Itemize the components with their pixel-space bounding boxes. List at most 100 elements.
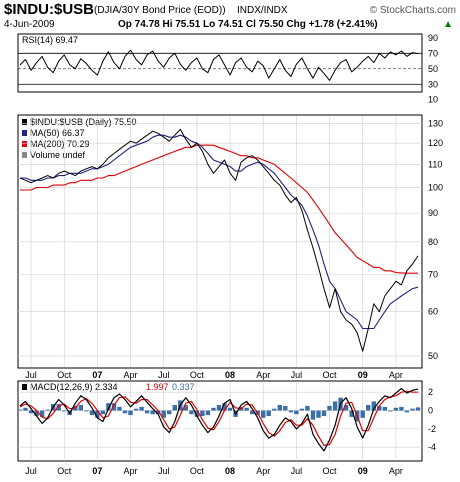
macd-x-tick-3: Apr xyxy=(124,466,138,476)
macd-histogram-bar xyxy=(410,408,415,411)
rsi-y-tick-4: 10 xyxy=(428,95,438,105)
macd-histogram-bar xyxy=(23,407,28,411)
stockcharts-credit: © StockCharts.com xyxy=(370,5,456,16)
exchange-label: INDX/INDX xyxy=(237,5,288,16)
price-y-tick-0: 130 xyxy=(428,119,443,129)
ma200-legend-label: MA(200) 70.29 xyxy=(30,139,90,149)
macd-histogram-bar xyxy=(288,410,294,413)
macd-x-tick-1: Oct xyxy=(57,466,72,476)
macd-frame xyxy=(17,380,423,462)
macd-histogram-bar xyxy=(122,410,128,414)
macd-histogram-bar xyxy=(360,410,365,418)
macd-x-tick-11: Apr xyxy=(389,466,403,476)
price-y-tick-6: 70 xyxy=(428,269,438,279)
macd-histogram-bar xyxy=(62,410,67,412)
price-line xyxy=(19,128,419,352)
price-x-tick-1: Oct xyxy=(57,370,72,380)
rsi-legend: RSI(14) 69.47 xyxy=(22,35,78,45)
macd-x-tick-2: 07 xyxy=(92,466,102,476)
price-y-tick-4: 90 xyxy=(428,208,438,218)
rsi-y-tick-3: 30 xyxy=(428,79,438,89)
price-x-tick-2: 07 xyxy=(92,370,102,380)
macd-histogram-bar xyxy=(332,401,338,411)
macd-histogram-bar xyxy=(366,405,371,411)
macd-histogram-bar xyxy=(161,410,166,418)
macd-histogram-bar xyxy=(272,408,277,411)
rsi-y-tick-2: 50 xyxy=(428,64,438,74)
macd-histogram-bar xyxy=(299,408,305,411)
macd-x-tick-0: Jul xyxy=(25,466,37,476)
macd-x-tick-4: Jul xyxy=(158,466,170,476)
macd-histogram-bar xyxy=(393,407,399,411)
macd-histogram-bar xyxy=(349,410,354,417)
price-x-tick-0: Jul xyxy=(25,370,37,380)
macd-x-tick-9: Oct xyxy=(323,466,338,476)
macd-x-tick-7: Apr xyxy=(256,466,270,476)
macd-panel: MACD(12,26,9) 2.334 1.997 0.337 xyxy=(17,380,423,462)
macd-x-tick-10: 09 xyxy=(358,466,368,476)
macd-histogram-bar xyxy=(34,410,39,416)
price-y-tick-7: 60 xyxy=(428,307,438,317)
macd-x-tick-8: Jul xyxy=(291,466,303,476)
macd-histogram-bar xyxy=(222,403,227,411)
macd-histogram-bar xyxy=(415,407,421,411)
volume-legend-swatch xyxy=(22,152,27,158)
price-legend-swatch xyxy=(22,119,27,125)
quote-date: 4-Jun-2009 xyxy=(4,19,55,30)
macd-histogram-bar xyxy=(78,405,83,411)
quote-line: Op 74.78 Hi 75.51 Lo 74.51 Cl 75.50 Chg … xyxy=(118,19,378,30)
ma50-legend-label: MA(50) 66.37 xyxy=(30,128,85,138)
macd-histogram-bar xyxy=(399,406,404,411)
ma50-line xyxy=(20,134,419,330)
macd-histogram-bar xyxy=(343,405,349,411)
symbol-title: $INDU:$USB xyxy=(4,1,94,18)
macd-histogram-bar xyxy=(377,405,382,411)
macd-histogram-bar xyxy=(205,410,211,416)
up-arrow-icon: ▲ xyxy=(443,19,453,30)
macd-histogram-bar xyxy=(310,410,316,420)
macd-histogram-bar xyxy=(17,409,23,411)
macd-histogram-bar xyxy=(371,401,376,411)
macd-signal-line xyxy=(19,390,418,446)
volume-legend-label: Volume undef xyxy=(30,150,86,160)
macd-y-tick-3: -4 xyxy=(428,442,436,452)
macd-histogram-bar xyxy=(382,406,387,411)
macd-histogram-bar xyxy=(172,405,177,411)
rsi-line xyxy=(19,49,419,81)
macd-histogram-bar xyxy=(144,410,150,414)
macd-histogram-bar xyxy=(56,404,61,411)
macd-histogram-bar xyxy=(305,405,310,411)
chart-marks: 90 70 50 30 10 130 120 110 100 90 80 70 60 50 Jul Oct 07… xyxy=(17,33,443,476)
macd-histogram-bar xyxy=(283,405,288,411)
macd-histogram-bar xyxy=(111,403,117,411)
price-x-tick-9: Oct xyxy=(323,370,338,380)
macd-line xyxy=(19,387,419,452)
rsi-y-tick-1: 70 xyxy=(428,48,438,58)
macd-histogram-bar xyxy=(106,403,111,411)
price-y-tick-8: 50 xyxy=(428,351,438,361)
price-x-tick-8: Jul xyxy=(291,370,303,380)
macd-histogram-bar xyxy=(100,410,106,415)
macd-histogram-bar xyxy=(133,408,139,411)
symbol-description: (DJIA/30Y Bond Price (EOD)) xyxy=(94,5,226,16)
macd-histogram-bar xyxy=(95,410,100,418)
macd-histogram-bar xyxy=(45,409,50,411)
macd-histogram-bar xyxy=(211,407,216,411)
price-y-tick-5: 80 xyxy=(428,237,438,247)
histogram-legend-label: 0.337 xyxy=(172,382,195,392)
macd-histogram-bar xyxy=(266,410,271,416)
rsi-y-tick-0: 90 xyxy=(428,33,438,43)
price-x-tick-11: Apr xyxy=(389,370,403,380)
macd-histogram-bar xyxy=(167,410,172,415)
price-x-tick-5: Oct xyxy=(190,370,205,380)
macd-histogram-bar xyxy=(261,410,266,418)
macd-legend-swatch xyxy=(22,384,27,390)
price-y-tick-2: 110 xyxy=(428,159,442,169)
macd-y-tick-1: 0 xyxy=(428,406,433,416)
macd-histogram-bar xyxy=(117,406,122,411)
price-legend: $INDU:$USB (Daily) 75.50 MA(50) 66.37 MA… xyxy=(22,117,137,160)
macd-x-tick-6: 08 xyxy=(225,466,235,476)
macd-histogram-bar xyxy=(194,410,200,417)
macd-histogram-bar xyxy=(321,410,327,416)
